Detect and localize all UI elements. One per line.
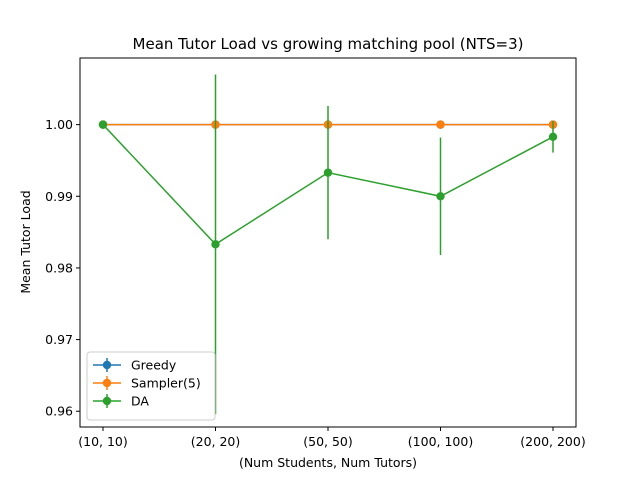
y-tick-label: 1.00 <box>45 117 73 132</box>
legend-entry: Sampler(5) <box>93 376 201 391</box>
data-point <box>323 168 333 177</box>
data-point <box>436 192 445 201</box>
y-tick-label: 0.98 <box>45 260 73 275</box>
legend-label: Sampler(5) <box>131 376 201 391</box>
x-tick-label: (100, 100) <box>408 434 473 449</box>
data-point <box>436 120 445 129</box>
data-point <box>548 132 558 142</box>
legend-entry: Greedy <box>93 358 177 373</box>
x-axis-label: (Num Students, Num Tutors) <box>239 455 417 470</box>
x-tick-label: (10, 10) <box>78 434 128 449</box>
data-point <box>98 120 108 129</box>
x-tick-label: (200, 200) <box>520 434 585 449</box>
legend: Greedy Sampler(5) DA <box>86 351 216 421</box>
chart-title: Mean Tutor Load vs growing matching pool… <box>133 35 524 53</box>
legend-frame <box>86 351 216 421</box>
legend-swatch-marker <box>102 396 112 406</box>
legend-label: Greedy <box>131 358 177 373</box>
legend-swatch-marker <box>102 378 112 388</box>
legend-swatch-marker <box>102 360 112 370</box>
x-tick-label: (50, 50) <box>303 434 353 449</box>
axes: (10, 10) (20, 20) (50, 50) (100, 100) (200, … <box>45 117 586 449</box>
y-tick-label: 0.96 <box>45 404 73 419</box>
y-axis-label: Mean Tutor Load <box>18 190 33 293</box>
x-tick-label: (20, 20) <box>191 434 241 449</box>
y-tick-label: 0.99 <box>45 189 73 204</box>
legend-entry: DA <box>93 394 149 409</box>
data-point <box>211 240 220 249</box>
legend-label: DA <box>131 394 149 409</box>
y-tick-label: 0.97 <box>45 332 73 347</box>
